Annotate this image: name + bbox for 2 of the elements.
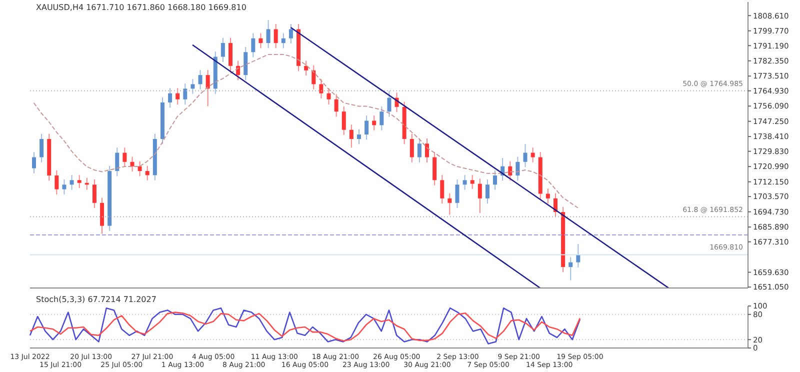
chart-title: Stoch(5,3,3) 67.7214 71.2027 — [34, 295, 158, 304]
chart-title: XAUUSD,H4 1671.710 1671.860 1668.180 1669.810 — [34, 3, 248, 12]
